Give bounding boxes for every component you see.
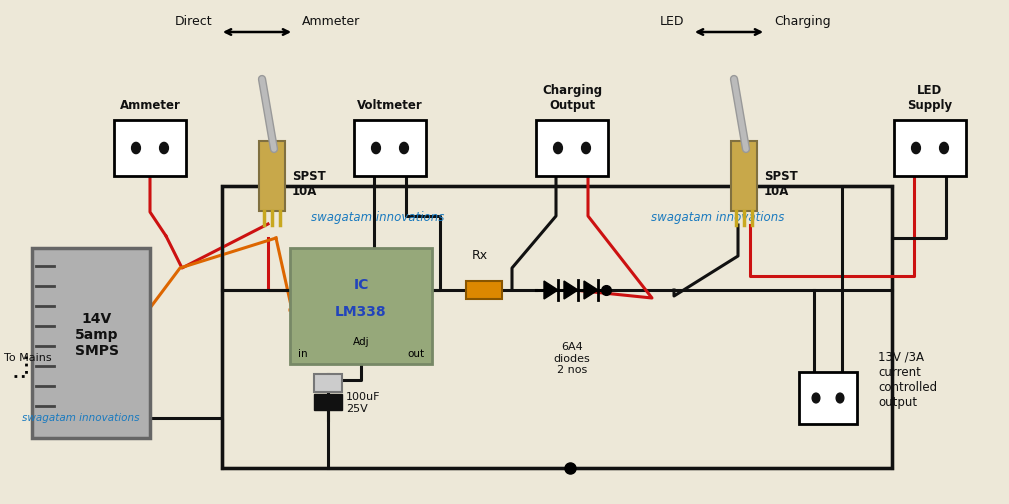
Bar (32, 248, 150, 438)
Ellipse shape (836, 393, 844, 403)
Bar (354, 120, 426, 176)
Text: swagatam innovations: swagatam innovations (312, 212, 445, 224)
Bar (731, 141, 757, 211)
Bar (894, 120, 966, 176)
Text: Direct: Direct (175, 15, 212, 28)
Text: swagatam innovations: swagatam innovations (22, 413, 140, 423)
Bar (466, 281, 502, 299)
Bar (536, 120, 608, 176)
Text: LED
Supply: LED Supply (907, 84, 952, 112)
Text: Voltmeter: Voltmeter (357, 99, 423, 112)
Bar (222, 186, 892, 468)
Text: in: in (298, 349, 308, 359)
Text: Ammeter: Ammeter (302, 15, 360, 28)
Text: LM338: LM338 (335, 305, 386, 319)
Text: 6A4
diodes
2 nos: 6A4 diodes 2 nos (554, 342, 590, 375)
Ellipse shape (371, 143, 380, 154)
Text: Charging
Output: Charging Output (542, 84, 602, 112)
Text: swagatam innovations: swagatam innovations (652, 212, 785, 224)
Text: LED: LED (660, 15, 684, 28)
Bar (799, 372, 857, 424)
Text: 13V /3A
current
controlled
output: 13V /3A current controlled output (878, 351, 937, 409)
Ellipse shape (159, 143, 169, 154)
Text: SPST
10A: SPST 10A (764, 170, 798, 198)
Bar (290, 248, 432, 364)
Polygon shape (584, 281, 598, 299)
Text: Charging: Charging (774, 15, 830, 28)
Text: out: out (407, 349, 424, 359)
Bar (114, 120, 186, 176)
Ellipse shape (939, 143, 948, 154)
Ellipse shape (554, 143, 562, 154)
Text: Adj: Adj (353, 337, 369, 347)
Polygon shape (564, 281, 578, 299)
Text: Rx: Rx (472, 249, 488, 262)
Text: To Mains: To Mains (4, 353, 51, 363)
Bar (259, 141, 285, 211)
Text: 14V
5amp
SMPS: 14V 5amp SMPS (75, 312, 119, 358)
Ellipse shape (400, 143, 409, 154)
Bar (314, 394, 342, 410)
Ellipse shape (131, 143, 140, 154)
Ellipse shape (581, 143, 590, 154)
Text: IC: IC (353, 278, 368, 292)
Bar (314, 374, 342, 392)
Text: Ammeter: Ammeter (119, 99, 181, 112)
Polygon shape (544, 281, 558, 299)
Ellipse shape (911, 143, 920, 154)
Text: 100uF
25V: 100uF 25V (346, 392, 380, 414)
Text: SPST
10A: SPST 10A (292, 170, 326, 198)
Ellipse shape (812, 393, 820, 403)
